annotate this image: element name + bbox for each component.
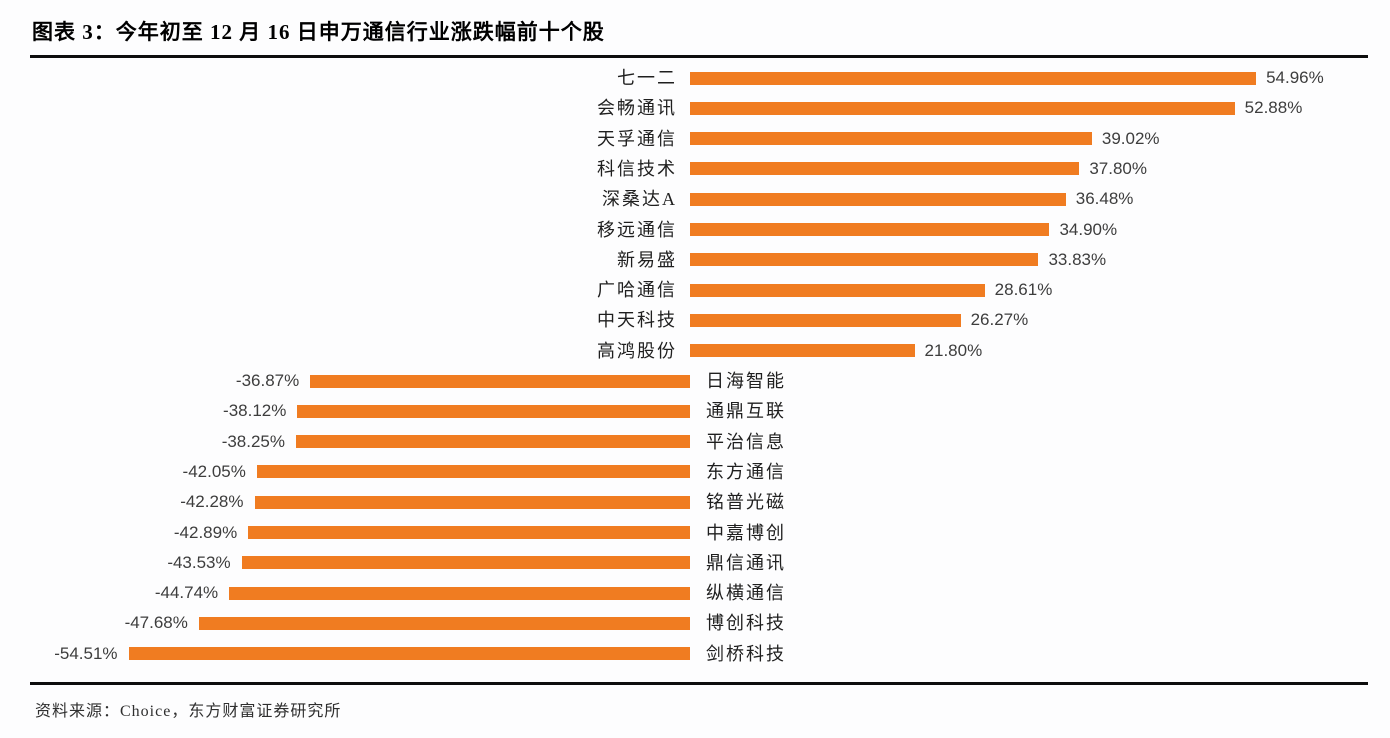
bar-negative (198, 616, 690, 630)
value-label: -43.53% (167, 552, 231, 572)
bar-positive (690, 223, 1050, 236)
category-label: 深桑达A (602, 189, 677, 210)
value-label: -36.87% (235, 371, 300, 390)
bar-negative (248, 526, 690, 539)
category-label: 博创科技 (706, 613, 786, 634)
value-label: -42.89% (173, 522, 238, 542)
category-label: 纵横通信 (706, 583, 786, 604)
bar-negative (128, 647, 690, 661)
value-label: -42.28% (180, 492, 244, 512)
bar-negative (241, 556, 690, 570)
bar-positive (690, 101, 1235, 115)
bar-positive (690, 71, 1257, 85)
source-note: 资料来源：Choice，东方财富证券研究所 (35, 703, 342, 720)
bar-positive (690, 283, 985, 297)
value-label: -44.74% (154, 583, 219, 603)
category-label: 日海智能 (706, 371, 786, 391)
category-label: 中天科技 (597, 310, 677, 331)
category-label: 中嘉博创 (706, 522, 786, 543)
value-label: 34.90% (1059, 219, 1118, 239)
value-label: 54.96% (1266, 68, 1324, 87)
footer-divider (30, 682, 1368, 685)
value-label: 21.80% (924, 340, 983, 360)
value-label: 28.61% (994, 280, 1053, 300)
bar-positive (690, 162, 1080, 176)
bar-negative (256, 465, 690, 479)
category-label: 东方通信 (706, 461, 786, 482)
bar-positive (690, 253, 1039, 267)
value-label: -47.68% (124, 613, 188, 633)
bar-negative (254, 495, 690, 509)
category-label: 通鼎互联 (706, 401, 786, 422)
category-label: 剑桥科技 (706, 643, 786, 664)
category-label: 新易盛 (617, 249, 677, 270)
value-label: 36.48% (1075, 189, 1134, 209)
category-label: 会畅通讯 (597, 98, 677, 119)
bar-negative (229, 586, 690, 600)
category-label: 天孚通信 (597, 128, 677, 149)
value-label: -38.25% (221, 431, 286, 451)
category-label: 鼎信通讯 (706, 552, 786, 573)
title-divider (30, 55, 1368, 58)
value-label: -54.51% (54, 643, 118, 663)
value-label: -38.12% (223, 401, 287, 421)
bar-positive (690, 132, 1092, 146)
category-label: 移远通信 (597, 219, 677, 240)
value-label: -42.05% (182, 461, 246, 481)
category-label: 高鸿股份 (597, 340, 677, 361)
category-label: 七一二 (617, 68, 677, 88)
value-label: 26.27% (970, 310, 1029, 330)
bar-positive (690, 192, 1066, 206)
bar-negative (310, 374, 690, 388)
bar-negative (296, 435, 690, 449)
figure-title: 图表 3：今年初至 12 月 16 日申万通信行业涨跌幅前十个股 (32, 20, 605, 44)
value-label: 33.83% (1048, 249, 1107, 269)
value-label: 37.80% (1089, 158, 1147, 178)
category-label: 广哈通信 (597, 280, 677, 301)
value-label: 39.02% (1101, 128, 1160, 148)
value-label: 52.88% (1244, 98, 1303, 118)
category-label: 铭普光磁 (706, 492, 786, 513)
category-label: 科信技术 (597, 158, 677, 179)
bar-positive (690, 344, 915, 358)
bar-positive (690, 313, 961, 327)
category-label: 平治信息 (706, 431, 786, 452)
bar-negative (297, 404, 690, 418)
